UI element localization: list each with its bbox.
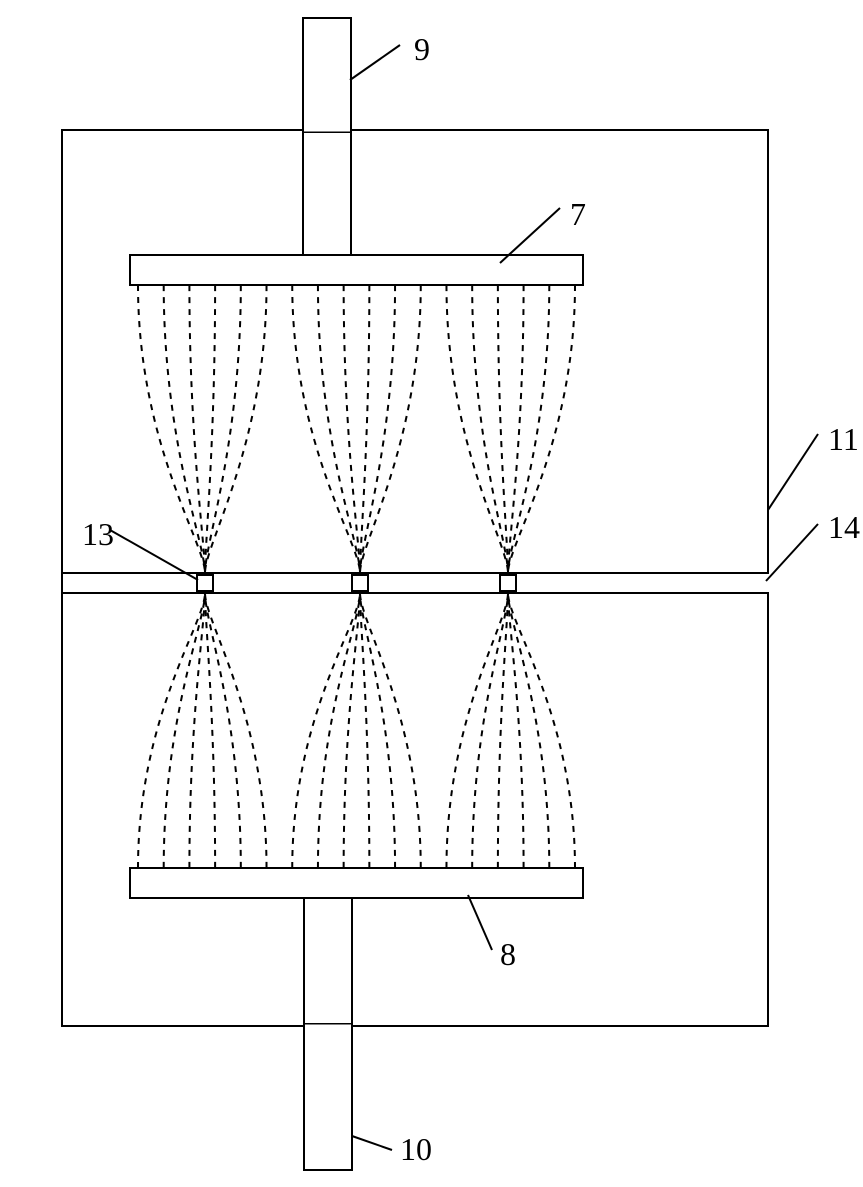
label-9: 9 — [414, 31, 430, 67]
label-13: 13 — [82, 516, 114, 552]
label-7: 7 — [570, 196, 586, 232]
label-10: 10 — [400, 1131, 432, 1167]
label-8: 8 — [500, 936, 516, 972]
label-14: 14 — [828, 509, 860, 545]
label-11: 11 — [828, 421, 859, 457]
